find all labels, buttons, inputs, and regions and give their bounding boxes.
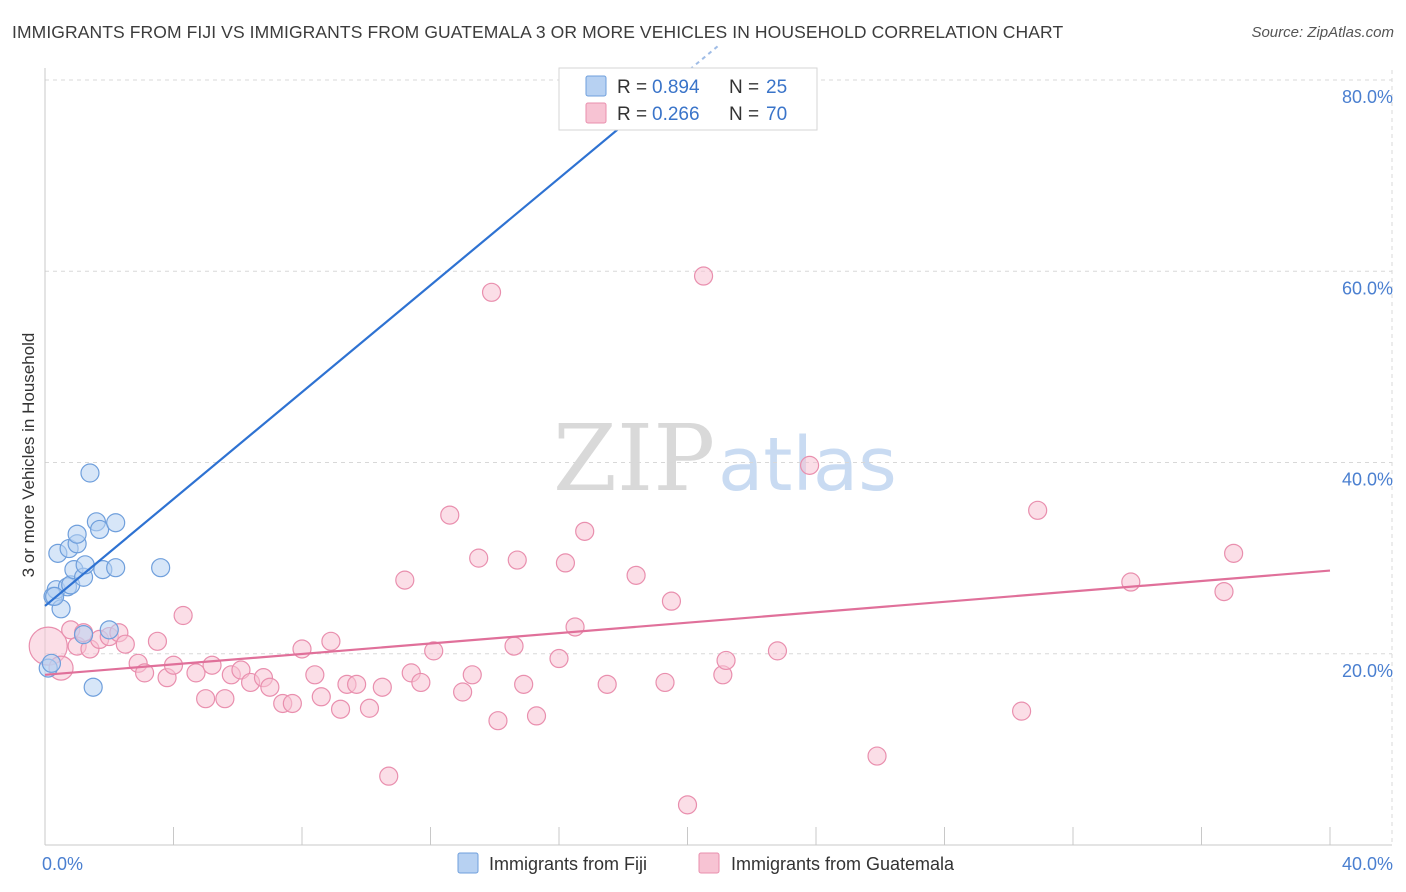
guatemala-point-9 [115, 634, 135, 654]
guatemala-point-24 [260, 677, 280, 697]
guatemala-point-70 [1224, 543, 1244, 563]
fiji-point-22 [151, 558, 171, 578]
legend-guatemala-n-label: N = [729, 104, 759, 125]
guatemala-point-44 [481, 282, 502, 302]
y-tick-label-40: 40.0% [1342, 470, 1393, 490]
guatemala-point-64 [799, 455, 820, 475]
series-legend-swatch-guatemala [698, 852, 720, 874]
guatemala-point-55 [597, 674, 617, 694]
guatemala-point-58 [661, 591, 682, 611]
series-legend-fiji: Immigrants from Fiji [489, 854, 647, 874]
guatemala-point-65 [867, 746, 887, 766]
guatemala-point-66 [1011, 701, 1032, 721]
fiji-point-13 [73, 625, 94, 645]
fiji-point-20 [106, 513, 126, 533]
guatemala-point-30 [321, 631, 341, 651]
guatemala-point-62 [716, 650, 736, 671]
legend-guatemala-n-value: 70 [766, 104, 787, 125]
grid-lines [45, 70, 1393, 845]
x-ticks [44, 827, 1331, 845]
guatemala-point-11 [134, 663, 155, 683]
guatemala-point-18 [202, 655, 222, 675]
legend-fiji-r-label: R = [617, 77, 647, 98]
y-axis-label: 3 or more Vehicles in Household [19, 333, 38, 578]
guatemala-point-42 [453, 682, 473, 702]
legend-fiji-r-value: 0.894 [652, 77, 700, 98]
guatemala-point-36 [379, 766, 399, 786]
axes [44, 68, 1392, 846]
legend-swatch-fiji [585, 75, 607, 97]
fiji-point-10 [67, 524, 87, 544]
series-legend: Immigrants from Fiji Immigrants from Gua… [457, 852, 955, 874]
guatemala-point-67 [1028, 500, 1048, 520]
guatemala-point-54 [575, 521, 595, 541]
legend-fiji-n-label: N = [729, 77, 759, 98]
guatemala-point-68 [1121, 572, 1141, 592]
guatemala-point-45 [469, 548, 489, 568]
fiji-trend-line [44, 83, 673, 607]
guatemala-point-29 [311, 687, 331, 707]
guatemala-point-34 [359, 698, 380, 718]
guatemala-point-69 [1214, 581, 1234, 602]
legend-fiji-n-value: 25 [766, 77, 787, 98]
guatemala-point-52 [555, 553, 576, 573]
guatemala-trend-line [44, 569, 1331, 676]
watermark-zip: ZIP [553, 405, 715, 512]
fiji-point-17 [90, 519, 110, 540]
guatemala-point-48 [507, 550, 527, 570]
y-tick-labels: 20.0% 40.0% 60.0% 80.0% [1342, 87, 1393, 681]
guatemala-point-28 [305, 665, 325, 685]
guatemala-point-46 [488, 711, 508, 731]
guatemala-point-35 [372, 677, 392, 697]
guatemala-point-47 [504, 636, 524, 656]
x-tick-label-min: 0.0% [42, 854, 83, 874]
guatemala-point-41 [440, 505, 460, 525]
chart-title: IMMIGRANTS FROM FIJI VS IMMIGRANTS FROM … [12, 22, 1064, 42]
guatemala-point-59 [677, 795, 698, 815]
x-tick-label-max: 40.0% [1342, 854, 1393, 874]
guatemala-point-43 [462, 665, 482, 685]
guatemala-point-37 [395, 570, 415, 590]
guatemala-point-12 [147, 631, 168, 651]
guatemala-point-15 [173, 605, 193, 626]
guatemala-point-63 [767, 641, 788, 661]
guatemala-point-19 [215, 689, 235, 709]
guatemala-point-57 [655, 672, 675, 693]
guatemala-point-33 [347, 674, 367, 694]
series-legend-guatemala: Immigrants from Guatemala [731, 854, 955, 874]
fiji-point-14 [80, 463, 100, 483]
guatemala-point-17 [196, 689, 216, 709]
guatemala-point-16 [186, 663, 206, 683]
guatemala-point-49 [514, 674, 534, 694]
source-label: Source: ZipAtlas.com [1251, 24, 1394, 41]
fiji-points [38, 463, 171, 697]
guatemala-points [28, 266, 1244, 815]
guatemala-point-51 [549, 648, 569, 669]
y-tick-label-80: 80.0% [1342, 87, 1393, 107]
legend-guatemala-r-value: 0.266 [652, 104, 700, 125]
fiji-point-19 [99, 620, 119, 640]
guatemala-point-56 [626, 565, 646, 585]
fiji-point-15 [83, 677, 103, 697]
guatemala-point-40 [424, 641, 444, 661]
series-legend-swatch-fiji [457, 852, 479, 874]
guatemala-point-60 [693, 266, 714, 286]
guatemala-point-26 [282, 693, 302, 714]
guatemala-point-50 [526, 706, 547, 726]
legend-swatch-guatemala [585, 102, 607, 124]
y-tick-label-60: 60.0% [1342, 278, 1393, 298]
y-tick-label-20: 20.0% [1342, 661, 1393, 681]
guatemala-point-31 [330, 699, 351, 719]
legend-guatemala-r-label: R = [617, 104, 647, 125]
guatemala-point-39 [411, 672, 431, 693]
fiji-point-24 [41, 653, 62, 673]
fiji-point-21 [106, 558, 126, 578]
correlation-legend: R = 0.894 N = 25 R = 0.266 N = 70 [558, 67, 818, 131]
